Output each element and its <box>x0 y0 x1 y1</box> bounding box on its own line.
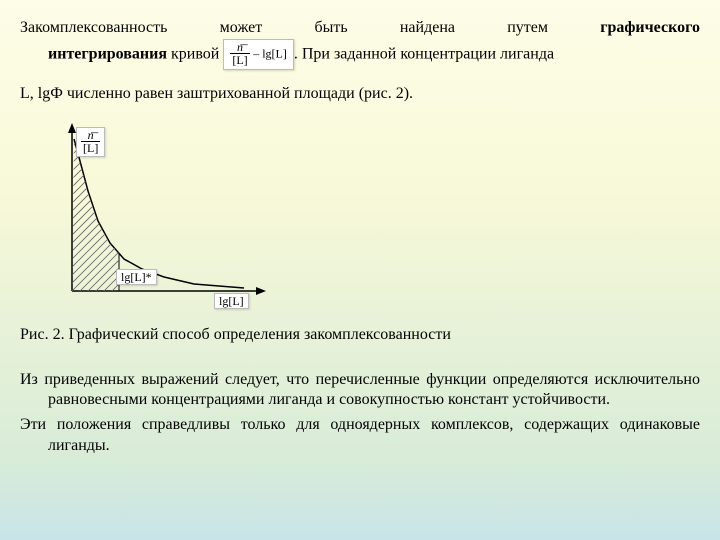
lgL-star-label: lg[L]* <box>116 269 157 286</box>
p1-w9: . При заданной концентрации лиганда <box>294 45 554 62</box>
y-axis-label: n͞ [L] <box>76 127 105 157</box>
formula-fraction: n͞ [L] <box>230 41 249 67</box>
ylab-num: n͞ <box>81 129 100 143</box>
lgL-label: lg[L] <box>214 293 249 310</box>
p1-line2: интегрирования кривой n͞ [L] – lg[L] . П… <box>20 39 700 70</box>
p1-line1: Закомплексованность может быть найдена п… <box>20 18 700 39</box>
formula-den: [L] <box>230 54 249 67</box>
paragraph-1: Закомплексованность может быть найдена п… <box>20 18 700 70</box>
paragraph-3a: Из приведенных выражений следует, что пе… <box>20 370 700 412</box>
p1-w1: Закомплексованность <box>20 18 167 39</box>
p1-w8: кривой <box>167 45 223 62</box>
p1-w2: может <box>220 18 263 39</box>
p1-w6: графического <box>600 18 700 39</box>
paragraph-3b: Эти положения справедливы только для одн… <box>20 415 700 457</box>
p1-w4: найдена <box>400 18 455 39</box>
p2-text: L, lgФ численно равен заштрихованной пло… <box>20 85 413 102</box>
p1-w3: быть <box>314 18 347 39</box>
paragraph-2: L, lgФ численно равен заштрихованной пло… <box>20 84 700 105</box>
formula-num: n͞ <box>230 41 249 55</box>
p3a-text: Из приведенных выражений следует, что пе… <box>20 371 700 409</box>
chart: n͞ [L] lg[L]* lg[L] <box>44 121 284 321</box>
ylab-den: [L] <box>81 142 100 155</box>
p1-w5: путем <box>507 18 548 39</box>
p3b-text: Эти положения справедливы только для одн… <box>20 416 700 454</box>
p1-w7: интегрирования <box>48 45 167 62</box>
inline-formula: n͞ [L] – lg[L] <box>223 39 293 70</box>
formula-rhs: – lg[L] <box>253 46 287 60</box>
figure-caption: Рис. 2. Графический способ определения з… <box>20 325 700 346</box>
